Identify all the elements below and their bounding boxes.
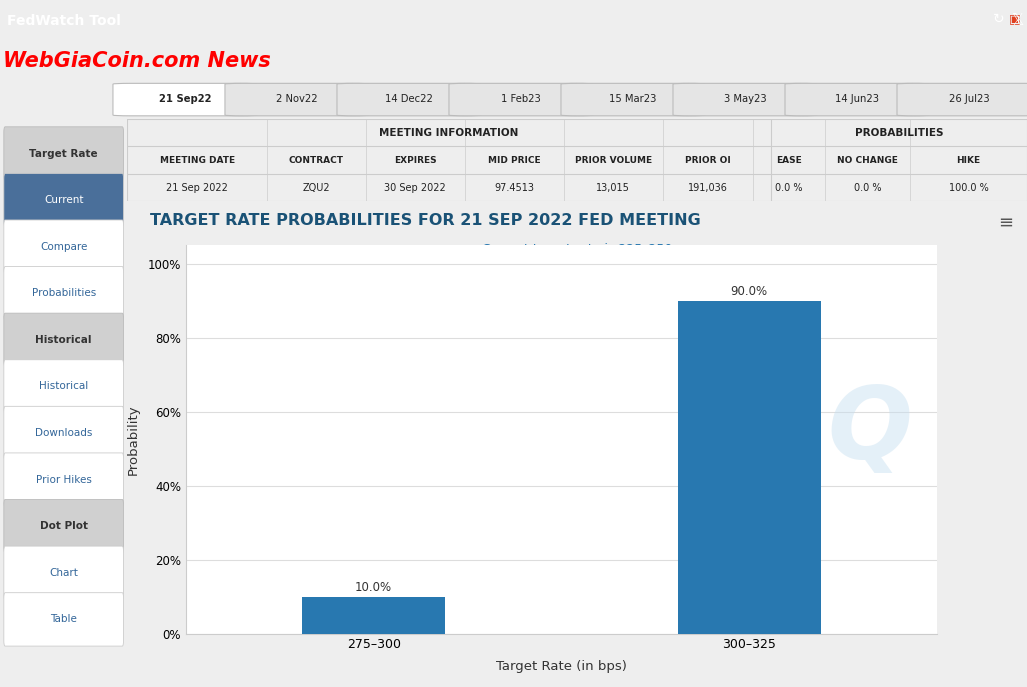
Text: 2 Nov22: 2 Nov22	[276, 94, 318, 104]
Text: ZQU2: ZQU2	[303, 183, 330, 192]
Text: Current target rate is 225–250: Current target rate is 225–250	[482, 243, 673, 256]
Text: 30 Sep 2022: 30 Sep 2022	[384, 183, 446, 192]
Text: MEETING DATE: MEETING DATE	[159, 155, 234, 165]
Text: ▣: ▣	[1009, 12, 1021, 25]
Text: WebGiaCoin.com News: WebGiaCoin.com News	[3, 51, 271, 71]
FancyBboxPatch shape	[4, 267, 123, 320]
FancyBboxPatch shape	[4, 220, 123, 273]
FancyBboxPatch shape	[337, 83, 482, 116]
FancyBboxPatch shape	[4, 127, 123, 180]
Text: 3 May23: 3 May23	[724, 94, 766, 104]
FancyBboxPatch shape	[4, 313, 123, 367]
Text: CONTRACT: CONTRACT	[289, 155, 344, 165]
Text: 21 Sep 2022: 21 Sep 2022	[166, 183, 228, 192]
Text: 10.0%: 10.0%	[355, 581, 392, 594]
Text: EXPIRES: EXPIRES	[394, 155, 436, 165]
Text: ↻: ↻	[992, 12, 1004, 25]
Text: 15 Mar23: 15 Mar23	[609, 94, 657, 104]
Text: Historical: Historical	[39, 381, 88, 392]
X-axis label: Target Rate (in bps): Target Rate (in bps)	[496, 660, 626, 673]
Text: Current: Current	[44, 195, 83, 205]
Bar	[678, 300, 821, 633]
FancyBboxPatch shape	[4, 406, 123, 460]
FancyBboxPatch shape	[113, 83, 258, 116]
Text: Dot Plot: Dot Plot	[40, 521, 87, 531]
Text: Target Rate: Target Rate	[30, 148, 98, 159]
Text: NO CHANGE: NO CHANGE	[837, 155, 898, 165]
Text: 90.0%: 90.0%	[730, 284, 768, 297]
Text: EASE: EASE	[775, 155, 801, 165]
Bar	[302, 596, 445, 633]
FancyBboxPatch shape	[673, 83, 817, 116]
FancyBboxPatch shape	[4, 499, 123, 553]
FancyBboxPatch shape	[4, 593, 123, 646]
Y-axis label: Probability: Probability	[126, 404, 140, 475]
FancyBboxPatch shape	[449, 83, 594, 116]
FancyBboxPatch shape	[785, 83, 929, 116]
Text: MEETING INFORMATION: MEETING INFORMATION	[379, 128, 519, 137]
Text: 13,015: 13,015	[597, 183, 631, 192]
FancyBboxPatch shape	[4, 173, 123, 227]
FancyBboxPatch shape	[225, 83, 370, 116]
FancyBboxPatch shape	[897, 83, 1027, 116]
FancyBboxPatch shape	[4, 360, 123, 413]
FancyBboxPatch shape	[4, 453, 123, 506]
Text: 26 Jul23: 26 Jul23	[949, 94, 989, 104]
Text: FedWatch Tool: FedWatch Tool	[7, 14, 121, 27]
Text: Table: Table	[50, 614, 77, 624]
FancyBboxPatch shape	[4, 546, 123, 600]
Text: Downloads: Downloads	[35, 428, 92, 438]
Text: 21 Sep22: 21 Sep22	[159, 94, 212, 104]
Text: 0.0 %: 0.0 %	[853, 183, 881, 192]
Text: MID PRICE: MID PRICE	[488, 155, 540, 165]
Text: PROBABILITIES: PROBABILITIES	[854, 128, 943, 137]
Text: 14 Jun23: 14 Jun23	[835, 94, 879, 104]
Text: Chart: Chart	[49, 567, 78, 578]
Text: Historical: Historical	[35, 335, 92, 345]
Text: Probabilities: Probabilities	[32, 289, 96, 298]
FancyBboxPatch shape	[561, 83, 706, 116]
Text: 1 Feb23: 1 Feb23	[501, 94, 541, 104]
Text: Prior Hikes: Prior Hikes	[36, 475, 91, 484]
Text: 14 Dec22: 14 Dec22	[385, 94, 433, 104]
Text: PRIOR OI: PRIOR OI	[685, 155, 730, 165]
Text: ≡: ≡	[998, 214, 1014, 232]
Text: Compare: Compare	[40, 242, 87, 251]
Text: 0.0 %: 0.0 %	[774, 183, 802, 192]
Text: 97.4513: 97.4513	[494, 183, 534, 192]
Text: Q: Q	[827, 383, 912, 480]
Text: HIKE: HIKE	[956, 155, 981, 165]
Text: PRIOR VOLUME: PRIOR VOLUME	[574, 155, 652, 165]
Text: TARGET RATE PROBABILITIES FOR 21 SEP 2022 FED MEETING: TARGET RATE PROBABILITIES FOR 21 SEP 202…	[150, 214, 700, 229]
Text: 191,036: 191,036	[688, 183, 727, 192]
Text: 100.0 %: 100.0 %	[949, 183, 988, 192]
Text: 𝕏: 𝕏	[1012, 13, 1024, 28]
